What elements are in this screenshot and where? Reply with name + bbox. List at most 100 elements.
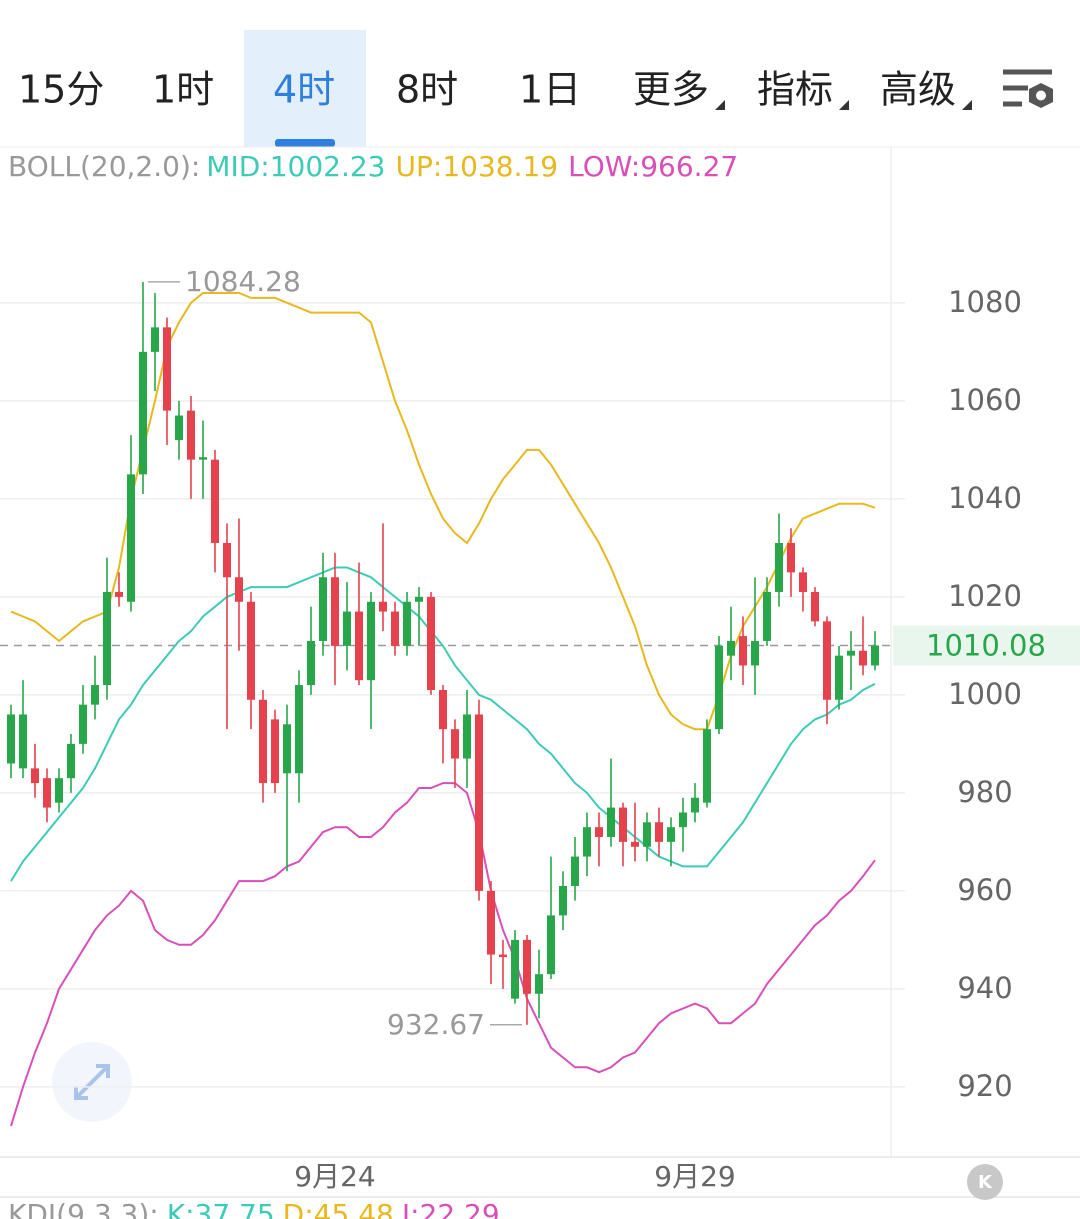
candle-body [223,542,231,578]
candle-body [811,591,819,622]
candle-body [691,797,699,813]
sub-indicator-label: KDJ(9,3,3): [8,1198,159,1219]
indicator-legend: BOLL(20,2.0): MID:1002.23 UP:1038.19 LOW:96… [8,150,738,183]
boll-low [10,782,876,1127]
candle-body [175,415,183,441]
candle-body [103,591,111,686]
candle-body [259,699,267,784]
candle-body [235,577,243,602]
candle-body [607,807,615,837]
candle-body [835,655,843,700]
candle-body [643,822,651,847]
candle-body [91,685,99,705]
candle-body [127,474,135,602]
candle-body [343,611,351,646]
candle-body [19,714,27,769]
indicator-label: BOLL(20,2.0): [8,150,200,183]
settings-icon[interactable] [1003,69,1053,108]
candle-body [319,577,327,641]
candle-body [79,704,87,744]
candle-body [163,327,171,411]
candle-body [463,714,471,759]
last-price-label: 1010.08 [926,628,1046,662]
min-label: 932.67 [387,1008,485,1041]
boll-mid [10,566,876,882]
last-price-box [893,625,1080,666]
candle-body [583,827,591,857]
tab[interactable]: 1日 [519,68,581,112]
candle-body [547,915,555,975]
candle-body [43,778,51,808]
tab[interactable]: 1时 [152,68,214,112]
candle-body [787,542,795,573]
candle-body [67,743,75,779]
y-tick-label: 960 [957,873,1012,907]
candle-body [595,827,603,837]
candle-body [823,621,831,700]
candle-body [739,636,747,666]
y-tick-label: 940 [957,971,1012,1005]
candle-body [355,611,363,681]
y-tick-label: 1060 [948,383,1022,417]
candle-body [571,856,579,886]
candle-body [715,645,723,730]
candle-body [331,577,339,646]
candle-body [535,974,543,994]
candle-body [283,724,291,774]
tab[interactable]: 4时 [273,68,335,112]
active-tab-indicator [275,139,335,147]
legend-item: UP:1038.19 [396,150,559,183]
sub-indicator-item: J:22.29 [400,1198,500,1219]
candle-body [391,611,399,646]
tab[interactable]: 高级 [880,68,956,112]
legend-item: MID:1002.23 [206,150,385,183]
dropdown-caret [839,100,849,110]
candle-body [379,601,387,612]
candle-body [511,939,519,999]
candle-body [667,827,675,842]
candle-body [655,822,663,842]
candle-body [427,596,435,690]
k-icon[interactable] [967,1164,1003,1200]
candle-body [799,572,807,592]
candle-body [679,812,687,828]
candle-body [859,650,867,666]
candle-body [451,729,459,759]
candle-body [523,939,531,994]
candle-body [475,714,483,891]
candle-body [775,542,783,592]
tab[interactable]: 更多 [633,68,709,112]
y-tick-label: 1080 [948,285,1022,319]
candle-body [211,459,219,543]
candle-body [55,778,63,803]
candle-body [7,714,15,764]
candle-body [631,841,639,847]
active-tab-bg [244,30,366,147]
candle-body [367,601,375,681]
candle-body [763,591,771,641]
k-icon-glyph: K [978,1172,993,1193]
candle-body [307,640,315,686]
expand-icon [74,1064,110,1100]
candle-body [295,685,303,774]
candle-body [751,640,759,666]
tab[interactable]: 指标 [757,68,833,112]
sub-indicator-item: D:45.48 [283,1198,394,1219]
sub-indicator-item: K:37.75 [167,1198,275,1219]
candle-body [271,719,279,784]
dropdown-caret [715,100,725,110]
y-tick-label: 1020 [948,579,1022,613]
y-tick-label: 1000 [948,677,1022,711]
sub-indicator-legend: KDJ(9,3,3): K:37.75 D:45.48 J:22.29 [8,1198,500,1219]
legend-item: LOW:966.27 [568,150,738,183]
max-label: 1084.28 [185,265,301,298]
tab[interactable]: 8时 [396,68,458,112]
candle-body [487,890,495,955]
x-tick-label: 9月24 [294,1160,375,1193]
y-tick-label: 920 [957,1069,1012,1103]
tab[interactable]: 15分 [18,68,104,112]
candle-body [115,591,123,597]
candle-body [31,768,39,784]
candle-body [139,351,147,475]
